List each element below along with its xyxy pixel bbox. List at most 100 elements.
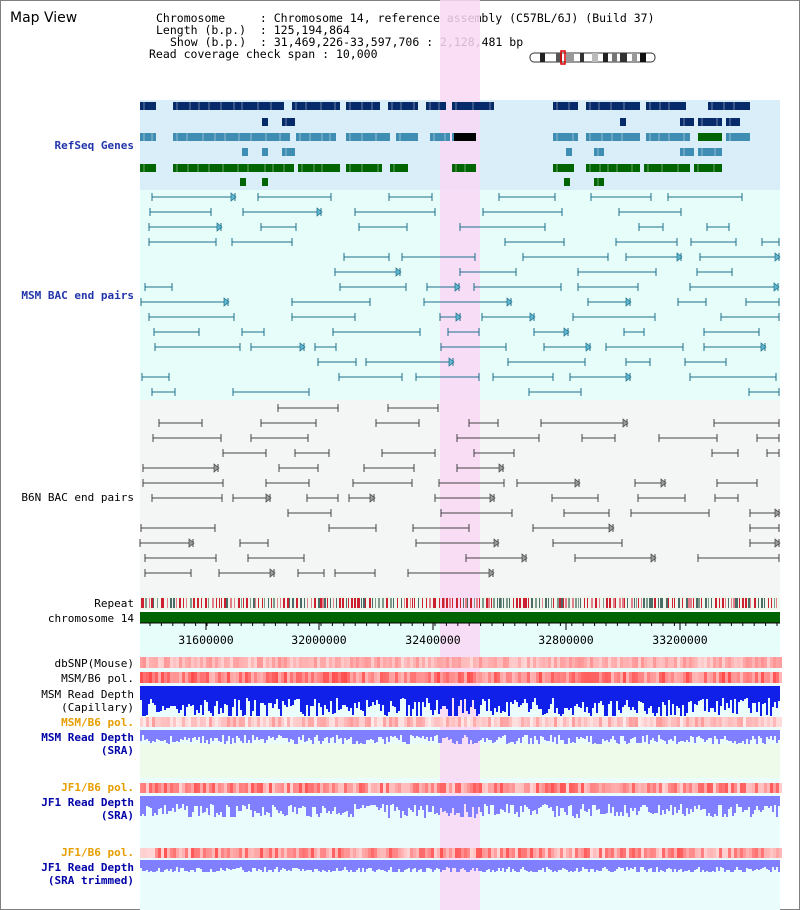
polymorphism-cell [638,672,641,683]
polymorphism-cell [764,717,767,727]
label-jf1-depth[interactable]: JF1 Read Depth [41,796,134,809]
read-depth-bar [586,686,588,707]
label-jf1-depth-trimmed[interactable]: JF1 Read Depth [41,861,134,874]
polymorphism-cell [323,657,326,668]
label-dbsnp[interactable]: dbSNP(Mouse) [54,657,134,670]
refseq-genes[interactable] [140,102,750,186]
read-depth-bar [304,860,306,871]
read-depth-bar [306,860,308,870]
read-depth-bar [220,860,222,868]
read-depth-bar [390,796,392,805]
bac-end-arrow [316,207,323,217]
polymorphism-cell [332,848,335,858]
variation-tracks[interactable] [140,657,782,872]
gene-segment [173,102,284,110]
polymorphism-cell [563,848,566,858]
read-depth-bar [536,686,538,705]
repeat-element [649,598,651,608]
repeat-element [330,598,331,608]
polymorphism-cell [299,672,302,683]
polymorphism-cell [329,672,332,683]
read-depth-bar [326,860,328,872]
polymorphism-cell [308,717,311,727]
polymorphism-cell [515,657,518,668]
polymorphism-cell [593,657,596,668]
read-depth-bar [308,796,310,816]
read-depth-bar [270,686,272,703]
bac-end-arrow [676,252,683,262]
read-depth-bar [666,730,668,744]
polymorphism-cell [458,848,461,858]
repeat-track[interactable] [141,598,777,608]
polymorphism-cell [530,783,533,793]
read-depth-bar [720,796,722,805]
polymorphism-cell [728,848,731,858]
read-depth-bar [418,730,420,737]
polymorphism-cell [353,657,356,668]
read-depth-bar [320,860,322,872]
label-jf1-b6-pol-2[interactable]: JF1/B6 pol. [61,846,134,859]
polymorphism-cell [419,657,422,668]
repeat-element [157,598,158,608]
polymorphism-cell [512,717,515,727]
polymorphism-cell [449,783,452,793]
read-depth-bar [264,686,266,705]
polymorphism-cell [758,657,761,668]
read-depth-bar [486,686,488,711]
read-depth-bar [648,860,650,869]
read-depth-bar [356,686,358,708]
label-refseq-genes[interactable]: RefSeq Genes [54,139,134,152]
label-msm-b6-pol[interactable]: MSM/B6 pol. [61,672,134,685]
read-depth-bar [440,860,442,872]
read-depth-bar [704,860,706,872]
polymorphism-cell [215,657,218,668]
polymorphism-cell [641,783,644,793]
read-depth-bar [140,796,142,816]
repeat-element [271,598,272,608]
polymorphism-cell [290,717,293,727]
polymorphism-cell [350,717,353,727]
read-depth-bar [644,686,646,711]
read-depth-bar [618,686,620,710]
read-depth-bar [168,796,170,811]
read-depth-bar [354,686,356,703]
polymorphism-cell [566,783,569,793]
label-msm-depth-capillary[interactable]: MSM Read Depth [41,688,134,701]
msm-bac-pairs[interactable] [140,192,781,396]
read-depth-bar [564,686,566,708]
polymorphism-cell [566,657,569,668]
read-depth-bar [302,796,304,806]
polymorphism-cell [302,783,305,793]
label-msm-b6-pol-2[interactable]: MSM/B6 pol. [61,716,134,729]
repeat-element [342,598,344,608]
read-depth-bar [530,686,532,709]
read-depth-bar [750,686,752,713]
read-depth-bar [186,686,188,707]
polymorphism-cell [401,717,404,727]
label-chromosome[interactable]: chromosome 14 [47,612,134,625]
read-depth-bar [386,860,388,872]
read-depth-bar [332,730,334,737]
read-depth-bar [592,860,594,869]
polymorphism-cell [737,717,740,727]
read-depth-bar [350,860,352,870]
label-repeat[interactable]: Repeat [94,597,134,610]
polymorphism-cell [278,848,281,858]
repeat-element [493,598,495,608]
chromosome-ideogram[interactable] [529,50,656,65]
label-msm-depth-sra[interactable]: MSM Read Depth [41,731,134,744]
highlight-region[interactable] [440,0,480,910]
label-jf1-b6-pol[interactable]: JF1/B6 pol. [61,781,134,794]
read-depth-bar [442,860,444,870]
polymorphism-cell [299,717,302,727]
label-b6n-bac[interactable]: B6N BAC end pairs [21,491,134,504]
polymorphism-cell [344,657,347,668]
read-depth-bar [248,730,250,740]
polymorphism-cell [662,657,665,668]
read-depth-bar [186,730,188,740]
b6n-bac-pairs[interactable] [139,404,781,578]
chromosome-bar[interactable] [140,612,780,623]
label-msm-bac[interactable]: MSM BAC end pairs [21,289,134,302]
read-depth-bar [328,796,330,811]
